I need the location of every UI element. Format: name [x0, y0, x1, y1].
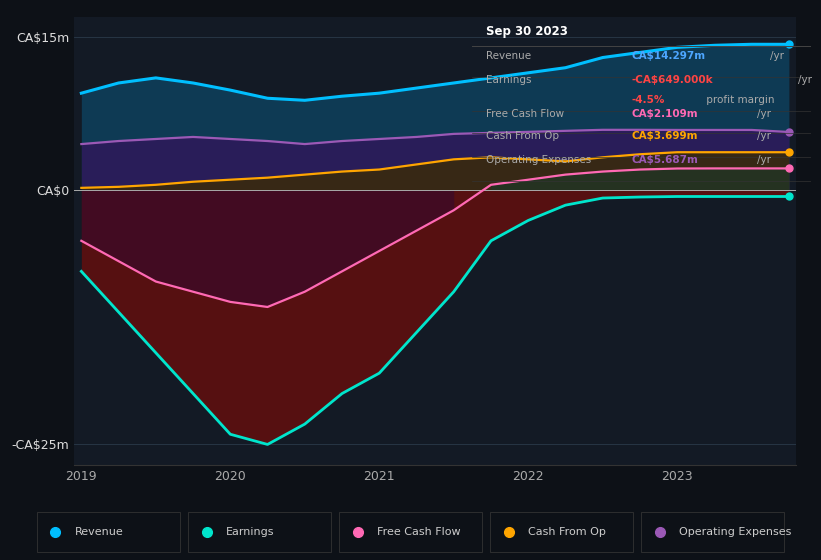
Text: CA$14.297m: CA$14.297m	[631, 51, 705, 61]
Text: /yr: /yr	[757, 131, 771, 141]
Text: -CA$649.000k: -CA$649.000k	[631, 75, 713, 85]
Text: Cash From Op: Cash From Op	[528, 527, 605, 537]
Text: /yr: /yr	[757, 155, 771, 165]
Text: profit margin: profit margin	[703, 95, 774, 105]
Text: -4.5%: -4.5%	[631, 95, 665, 105]
Text: /yr: /yr	[757, 109, 771, 119]
Text: Operating Expenses: Operating Expenses	[679, 527, 791, 537]
Text: Earnings: Earnings	[226, 527, 274, 537]
Text: Free Cash Flow: Free Cash Flow	[486, 109, 564, 119]
Text: Operating Expenses: Operating Expenses	[486, 155, 591, 165]
Text: CA$2.109m: CA$2.109m	[631, 109, 698, 119]
Text: /yr: /yr	[770, 51, 784, 61]
Text: /yr: /yr	[797, 75, 812, 85]
Text: Free Cash Flow: Free Cash Flow	[377, 527, 460, 537]
Text: Sep 30 2023: Sep 30 2023	[486, 25, 567, 38]
Text: Revenue: Revenue	[486, 51, 530, 61]
Text: Earnings: Earnings	[486, 75, 531, 85]
Text: CA$3.699m: CA$3.699m	[631, 131, 698, 141]
Text: CA$5.687m: CA$5.687m	[631, 155, 699, 165]
Text: Cash From Op: Cash From Op	[486, 131, 558, 141]
Text: Revenue: Revenue	[75, 527, 123, 537]
